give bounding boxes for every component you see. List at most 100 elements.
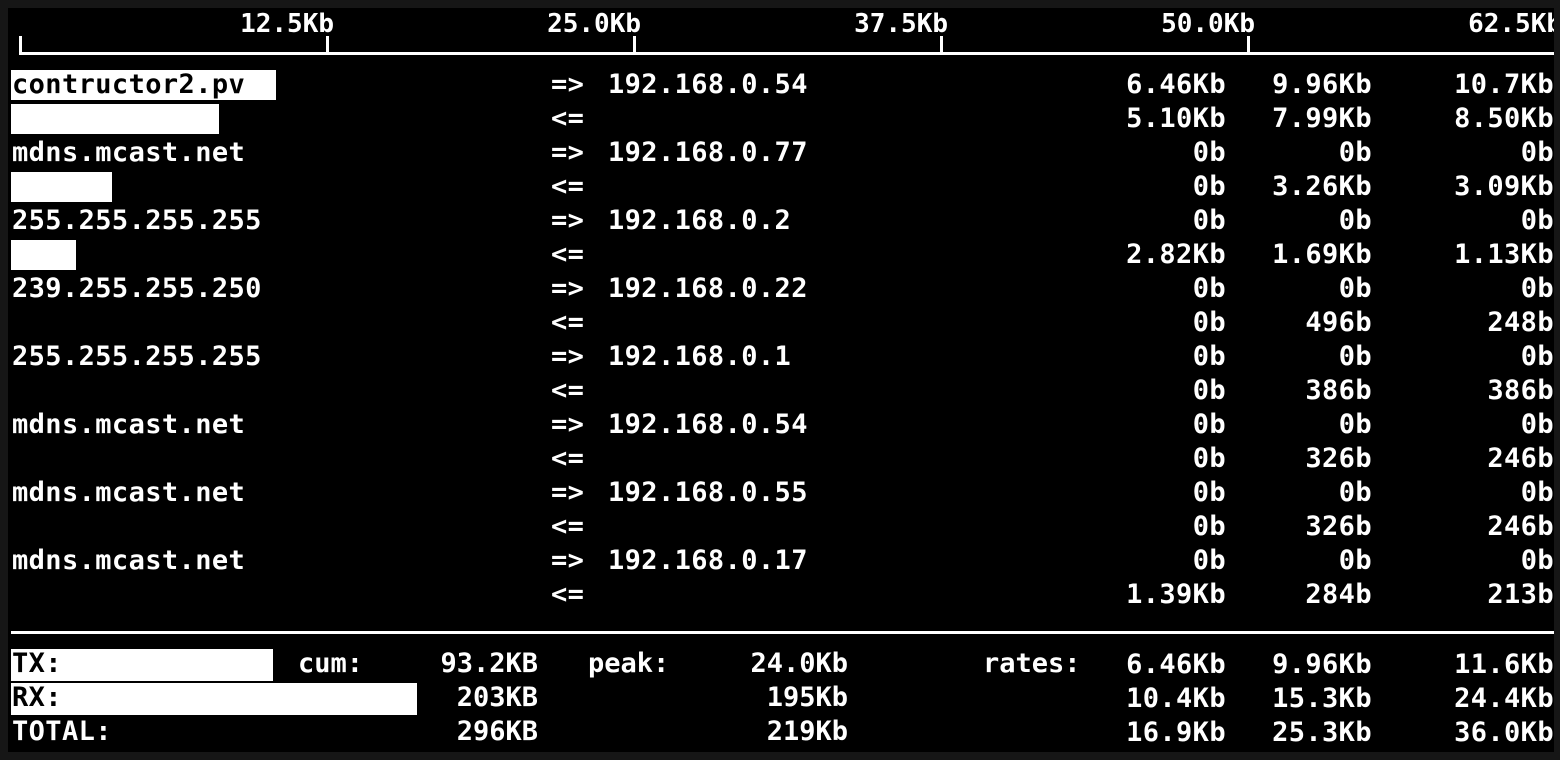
scale-label: 37.5Kb — [854, 9, 948, 39]
scale-label: 12.5Kb — [240, 9, 334, 39]
peak-value: 219Kb — [766, 716, 848, 747]
connection-tx-line: 239.255.255.250 => 192.168.0.22 0b 0b 0b — [8, 272, 1554, 306]
destination-address: 192.168.0.17 — [608, 545, 808, 576]
rx-rate-value: 284b — [1305, 579, 1372, 610]
summary-rate-value: 16.9Kb — [1126, 717, 1226, 748]
connection-rx-line: <= 0b 3.26Kb 3.09Kb — [8, 170, 1554, 204]
destination-address: 192.168.0.22 — [608, 273, 808, 304]
tx-rate-value: 0b — [1520, 477, 1554, 508]
tx-rate-value: 0b — [1192, 477, 1226, 508]
source-hostname: mdns.mcast.net — [12, 409, 245, 441]
connection-row[interactable]: 239.255.255.250 => 192.168.0.22 0b 0b 0b <= 0b 4… — [8, 272, 1554, 340]
source-hostname-plain-part: e — [245, 69, 262, 100]
rx-rate-value: 496b — [1305, 307, 1372, 338]
direction-in-icon: <= — [551, 307, 585, 338]
connection-tx-line: contructor2.pve => 192.168.0.54 6.46Kb 9.96K… — [8, 68, 1554, 102]
scale-tick — [633, 36, 636, 53]
direction-in-icon: <= — [551, 511, 585, 542]
direction-out-icon: => — [551, 409, 585, 440]
summary-row: TOTAL: 296KB 219Kb 16.9Kb 25.3Kb 36.0Kb — [8, 716, 1554, 750]
summary-rate-value: 24.4Kb — [1454, 683, 1554, 714]
summary-row-label: TX: — [12, 648, 62, 679]
tx-rate-value: 0b — [1338, 409, 1372, 440]
connection-tx-line: mdns.mcast.net => 192.168.0.17 0b 0b 0b — [8, 544, 1554, 578]
connection-row[interactable]: mdns.mcast.net => 192.168.0.54 0b 0b 0b <= 0b 32… — [8, 408, 1554, 476]
rx-rate-value: 386b — [1487, 375, 1554, 406]
scale-label: 62.5Kb — [1468, 9, 1554, 39]
rx-rate-value: 8.50Kb — [1454, 103, 1554, 134]
connection-row[interactable]: 255.255.255.255 => 192.168.0.1 0b 0b 0b <= 0b 38… — [8, 340, 1554, 408]
direction-out-icon: => — [551, 341, 585, 372]
source-hostname-plain-part: 239.255.255.250 — [12, 273, 262, 304]
tx-rate-value: 0b — [1520, 341, 1554, 372]
summary-rate-value: 11.6Kb — [1454, 649, 1554, 680]
summary-rate-value: 6.46Kb — [1126, 649, 1226, 680]
summary-bandwidth-bar — [11, 649, 273, 681]
connection-rx-line: <= 0b 386b 386b — [8, 374, 1554, 408]
source-hostname: contructor2.pve — [12, 69, 262, 101]
direction-in-icon: <= — [551, 443, 585, 474]
tx-rate-value: 0b — [1192, 137, 1226, 168]
destination-address: 192.168.0.77 — [608, 137, 808, 168]
rx-rate-value: 3.09Kb — [1454, 171, 1554, 202]
connection-list: contructor2.pve => 192.168.0.54 6.46Kb 9.96K… — [8, 68, 1554, 626]
summary-row: TX: cum: peak: rates: 93.2KB 24.0Kb 6.46Kb 9.96… — [8, 648, 1554, 682]
source-hostname: 255.255.255.255 — [12, 205, 262, 237]
rx-rate-value: 7.99Kb — [1272, 103, 1372, 134]
peak-value: 24.0Kb — [750, 648, 848, 679]
connection-tx-line: mdns.mcast.net => 192.168.0.54 0b 0b 0b — [8, 408, 1554, 442]
connection-row[interactable]: mdns.mcast.net => 192.168.0.55 0b 0b 0b <= 0b 32… — [8, 476, 1554, 544]
rx-rate-value: 0b — [1192, 171, 1226, 202]
cumulative-label: cum: — [298, 648, 364, 679]
rx-rate-value: 246b — [1487, 443, 1554, 474]
terminal-surface[interactable]: 12.5Kb 25.0Kb 37.5Kb 50.0Kb 62.5Kb contructo… — [8, 8, 1554, 752]
source-hostname: mdns.mcast.net — [12, 137, 245, 169]
rx-rate-value: 3.26Kb — [1272, 171, 1372, 202]
summary-rate-value: 36.0Kb — [1454, 717, 1554, 748]
source-hostname-inverted-part: contructor2.pv — [12, 69, 246, 100]
tx-rate-value: 10.7Kb — [1454, 69, 1554, 100]
connection-rx-line: <= 0b 326b 246b — [8, 442, 1554, 476]
connection-rx-line: <= 1.39Kb 284b 213b — [8, 578, 1554, 612]
direction-out-icon: => — [551, 545, 585, 576]
tx-rate-value: 0b — [1192, 409, 1226, 440]
tx-rate-value: 0b — [1338, 545, 1372, 576]
scale-tick — [326, 36, 329, 53]
destination-address: 192.168.0.1 — [608, 341, 792, 372]
rx-rate-value: 248b — [1487, 307, 1554, 338]
connection-row[interactable]: mdns.mcast.net => 192.168.0.17 0b 0b 0b <= 1.39… — [8, 544, 1554, 612]
rx-bandwidth-bar — [11, 240, 76, 270]
summary-row: RX: 203KB 195Kb 10.4Kb 15.3Kb 24.4Kb — [8, 682, 1554, 716]
rx-rate-value: 213b — [1487, 579, 1554, 610]
scale-label: 25.0Kb — [547, 9, 641, 39]
tx-rate-value: 0b — [1192, 205, 1226, 236]
connection-row[interactable]: 255.255.255.255 => 192.168.0.2 0b 0b 0b <= 2.82… — [8, 204, 1554, 272]
summary-rate-value: 10.4Kb — [1126, 683, 1226, 714]
rx-rate-value: 0b — [1192, 375, 1226, 406]
destination-address: 192.168.0.55 — [608, 477, 808, 508]
tx-rate-value: 0b — [1192, 545, 1226, 576]
destination-address: 192.168.0.54 — [608, 409, 808, 440]
direction-out-icon: => — [551, 477, 585, 508]
rx-rate-value: 1.69Kb — [1272, 239, 1372, 270]
rx-rate-value: 326b — [1305, 443, 1372, 474]
peak-label: peak: — [588, 648, 670, 679]
rx-rate-value: 0b — [1192, 443, 1226, 474]
rx-rate-value: 326b — [1305, 511, 1372, 542]
direction-out-icon: => — [551, 69, 585, 100]
scale-tick — [1247, 36, 1250, 53]
connection-row[interactable]: contructor2.pve => 192.168.0.54 6.46Kb 9.96K… — [8, 68, 1554, 136]
source-hostname-plain-part: mdns.mcast.net — [12, 477, 246, 508]
destination-address: 192.168.0.54 — [608, 69, 808, 100]
tx-rate-value: 0b — [1338, 137, 1372, 168]
source-hostname: mdns.mcast.net — [12, 477, 245, 509]
direction-in-icon: <= — [551, 103, 585, 134]
summary-rate-value: 15.3Kb — [1272, 683, 1372, 714]
connection-row[interactable]: mdns.mcast.net => 192.168.0.77 0b 0b 0b <= 0b 3.… — [8, 136, 1554, 204]
connection-tx-line: mdns.mcast.net => 192.168.0.55 0b 0b 0b — [8, 476, 1554, 510]
summary-bandwidth-bar — [11, 683, 417, 715]
direction-in-icon: <= — [551, 375, 585, 406]
direction-out-icon: => — [551, 205, 585, 236]
connection-tx-line: mdns.mcast.net => 192.168.0.77 0b 0b 0b — [8, 136, 1554, 170]
